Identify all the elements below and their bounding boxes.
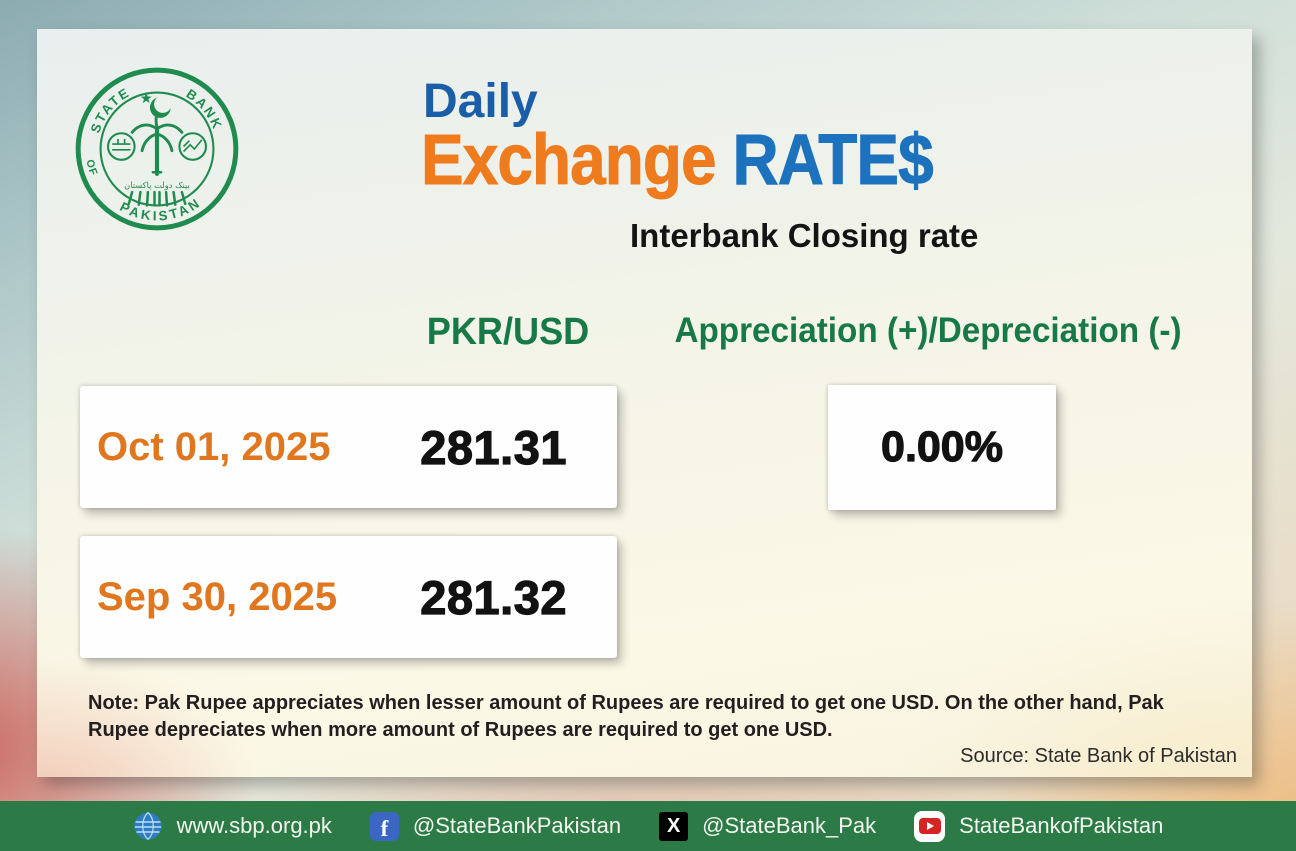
footer-website-link[interactable]: www.sbp.org.pk [133, 811, 332, 841]
svg-text:BANK: BANK [184, 86, 226, 132]
column-header-appreciation: Appreciation (+)/Depreciation (-) [674, 311, 1182, 350]
note-text: Note: Pak Rupee appreciates when lesser … [88, 692, 1164, 741]
source-text: Source: State Bank of Pakistan [960, 745, 1237, 767]
svg-text:OF: OF [83, 158, 99, 178]
logo-outer-ring [75, 67, 239, 231]
svg-text:STATE: STATE [88, 84, 133, 134]
rate-date: Oct 01, 2025 [97, 424, 331, 469]
sbp-logo: STATE BANK OF PAKISTAN [75, 67, 239, 231]
gate-bars-icon [127, 190, 187, 207]
title-main: Exchange RATE$ [421, 120, 935, 201]
footer-facebook-label: @StateBankPakistan [412, 813, 622, 838]
rate-value: 281.31 [420, 420, 567, 474]
rate-date: Sep 30, 2025 [97, 574, 338, 619]
crescent-star-icon [140, 92, 172, 118]
palm-tree-icon [130, 111, 184, 176]
footer-youtube-label: StateBankofPakistan [959, 813, 1164, 838]
rate-row-sep-30: Sep 30, 2025 281.32 [80, 536, 617, 658]
footer-facebook-link[interactable]: f @StateBankPakistan [369, 811, 622, 841]
rate-row-oct-01: Oct 01, 2025 281.31 [80, 386, 617, 508]
title-daily: Daily [423, 75, 538, 128]
footer-youtube-link[interactable]: StateBankofPakistan [914, 810, 1164, 842]
globe-icon [134, 812, 162, 840]
footer-x-label: @StateBank_Pak [702, 813, 877, 838]
title-exchange: Exchange [421, 121, 717, 201]
rate-value: 281.32 [420, 570, 567, 624]
footer-website-label: www.sbp.org.pk [176, 813, 332, 838]
logo-urdu-text: بینک دولت پاکستان [124, 180, 190, 190]
x-icon: X [659, 811, 689, 841]
left-medallion-icon [106, 132, 136, 161]
right-medallion-icon [178, 132, 208, 161]
column-header-pkr-usd: PKR/USD [426, 311, 590, 353]
logo-text-of: OF [83, 158, 98, 178]
title-rates: RATE$ [715, 121, 934, 201]
change-value: 0.00% [880, 422, 1003, 471]
logo-text-bank: BANK [184, 86, 224, 132]
subtitle-interbank: Interbank Closing rate [630, 217, 979, 254]
youtube-icon [914, 810, 946, 842]
facebook-icon: f [369, 811, 399, 841]
logo-text-state: STATE [88, 84, 131, 134]
footer-x-link[interactable]: X @StateBank_Pak [659, 811, 877, 841]
footer-bar: www.sbp.org.pk f @StateBankPakistan X @S… [0, 801, 1296, 851]
logo-inner-ring [99, 91, 215, 207]
change-box: 0.00% [828, 385, 1056, 510]
